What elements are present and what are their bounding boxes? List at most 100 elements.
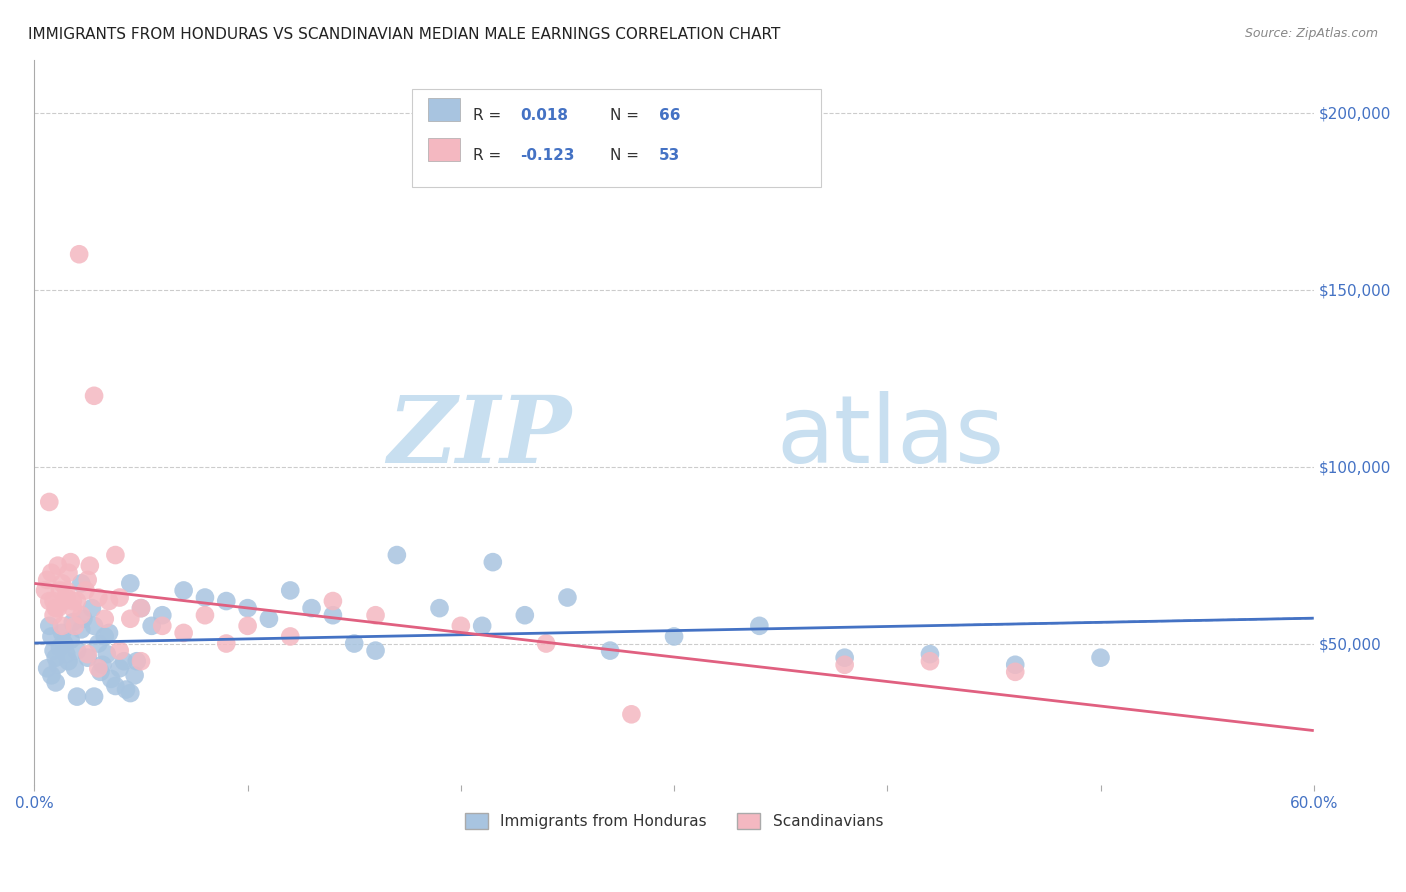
- FancyBboxPatch shape: [412, 88, 821, 186]
- Text: -0.123: -0.123: [520, 148, 575, 163]
- Point: [100, 672, 122, 686]
- Point: [343, 636, 366, 650]
- Point: [98, 594, 121, 608]
- Text: N =: N =: [610, 148, 644, 163]
- Text: R =: R =: [474, 148, 506, 163]
- Point: [79, 558, 101, 573]
- Point: [108, 591, 131, 605]
- Point: [194, 608, 217, 623]
- Point: [236, 619, 259, 633]
- Point: [41, 668, 63, 682]
- Text: 0.018: 0.018: [520, 108, 568, 123]
- Point: [236, 601, 259, 615]
- Point: [173, 626, 195, 640]
- Point: [76, 650, 98, 665]
- Point: [215, 636, 238, 650]
- Point: [76, 573, 98, 587]
- Point: [129, 601, 152, 615]
- Point: [42, 594, 65, 608]
- Point: [557, 591, 579, 605]
- Text: IMMIGRANTS FROM HONDURAS VS SCANDINAVIAN MEDIAN MALE EARNINGS CORRELATION CHART: IMMIGRANTS FROM HONDURAS VS SCANDINAVIAN…: [28, 27, 780, 42]
- Point: [62, 601, 84, 615]
- Point: [42, 643, 65, 657]
- Point: [125, 654, 148, 668]
- Point: [55, 591, 77, 605]
- Text: Source: ZipAtlas.com: Source: ZipAtlas.com: [1244, 27, 1378, 40]
- Point: [66, 594, 89, 608]
- Point: [1004, 657, 1026, 672]
- Point: [51, 626, 73, 640]
- Point: [41, 630, 63, 644]
- Point: [83, 690, 105, 704]
- Point: [53, 594, 76, 608]
- Point: [129, 654, 152, 668]
- Point: [66, 643, 89, 657]
- Point: [834, 650, 856, 665]
- Point: [42, 608, 65, 623]
- Point: [150, 619, 173, 633]
- Point: [58, 654, 80, 668]
- Point: [45, 675, 67, 690]
- Point: [129, 601, 152, 615]
- Point: [80, 601, 103, 615]
- Point: [87, 591, 110, 605]
- Point: [96, 647, 118, 661]
- Point: [87, 636, 110, 650]
- Point: [112, 654, 135, 668]
- Point: [215, 594, 238, 608]
- Point: [59, 632, 82, 647]
- Point: [108, 643, 131, 657]
- Point: [120, 612, 142, 626]
- Point: [364, 643, 387, 657]
- Point: [104, 548, 127, 562]
- Text: atlas: atlas: [776, 391, 1005, 483]
- Point: [67, 247, 90, 261]
- Point: [59, 555, 82, 569]
- Point: [46, 601, 69, 615]
- Point: [53, 636, 76, 650]
- Point: [62, 594, 84, 608]
- Text: N =: N =: [610, 108, 644, 123]
- Point: [38, 619, 60, 633]
- Point: [450, 619, 472, 633]
- Point: [93, 630, 115, 644]
- Point: [63, 661, 86, 675]
- Point: [55, 647, 77, 661]
- Point: [66, 690, 89, 704]
- Point: [75, 583, 97, 598]
- Point: [748, 619, 770, 633]
- Point: [257, 612, 280, 626]
- Point: [322, 594, 344, 608]
- Point: [322, 608, 344, 623]
- Point: [70, 623, 93, 637]
- Point: [83, 619, 105, 633]
- Point: [534, 636, 557, 650]
- Point: [108, 661, 131, 675]
- Point: [55, 583, 77, 598]
- Point: [1090, 650, 1112, 665]
- Point: [87, 661, 110, 675]
- Point: [70, 576, 93, 591]
- Point: [918, 654, 941, 668]
- Point: [104, 679, 127, 693]
- Point: [63, 619, 86, 633]
- Point: [70, 608, 93, 623]
- Point: [89, 665, 111, 679]
- Point: [46, 558, 69, 573]
- Point: [51, 619, 73, 633]
- Point: [34, 583, 56, 598]
- Point: [278, 630, 301, 644]
- Point: [599, 643, 621, 657]
- Point: [49, 583, 72, 598]
- Point: [37, 661, 59, 675]
- Point: [72, 612, 94, 626]
- Point: [620, 707, 643, 722]
- Point: [38, 495, 60, 509]
- Point: [1004, 665, 1026, 679]
- Point: [834, 657, 856, 672]
- Point: [41, 566, 63, 580]
- Point: [38, 594, 60, 608]
- Point: [49, 640, 72, 654]
- Point: [385, 548, 408, 562]
- Point: [98, 626, 121, 640]
